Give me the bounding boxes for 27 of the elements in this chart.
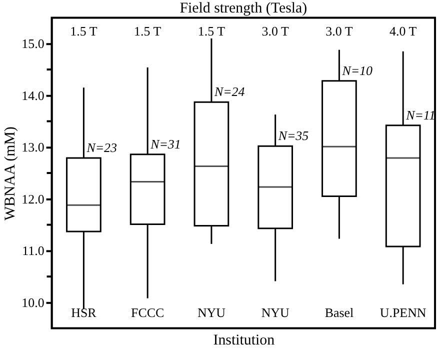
annotation: N=31 bbox=[150, 136, 181, 152]
annotation: 1.5 T bbox=[198, 24, 226, 39]
annotation: 1.5 T bbox=[70, 24, 98, 39]
x-axis-title: Institution bbox=[213, 332, 276, 349]
annotation: N=11 bbox=[405, 107, 436, 122]
annotation: 3.0 T bbox=[262, 24, 289, 39]
annotation: 1.5 T bbox=[134, 24, 162, 39]
y-tick-label: 10.0 bbox=[22, 294, 44, 310]
y-tick-label: 13.0 bbox=[22, 140, 44, 155]
x2-axis-title: Field strength (Tesla) bbox=[180, 0, 308, 17]
annotation: N=23 bbox=[86, 140, 118, 156]
annotation: 3.0 T bbox=[326, 24, 353, 39]
annotation: 4.0 T bbox=[390, 24, 417, 39]
y-tick-label: 15.0 bbox=[22, 36, 44, 52]
y-tick-label: 14.0 bbox=[22, 88, 44, 103]
annotation: N=10 bbox=[341, 62, 374, 78]
x-tick-label: HSR bbox=[71, 304, 97, 320]
annotation: N=24 bbox=[213, 84, 246, 100]
y-tick-label: 12.0 bbox=[22, 191, 44, 206]
y-axis-title: WBNAA (mM) bbox=[2, 126, 19, 221]
x-tick-label: U.PENN bbox=[380, 304, 427, 320]
x-tick-label: NYU bbox=[261, 304, 290, 320]
annotation: N=35 bbox=[277, 128, 310, 144]
x-tick-label: Basel bbox=[324, 304, 354, 320]
x-tick-label: FCCC bbox=[131, 304, 164, 320]
y-tick-label: 11.0 bbox=[22, 243, 44, 258]
x-tick-label: NYU bbox=[197, 304, 226, 320]
